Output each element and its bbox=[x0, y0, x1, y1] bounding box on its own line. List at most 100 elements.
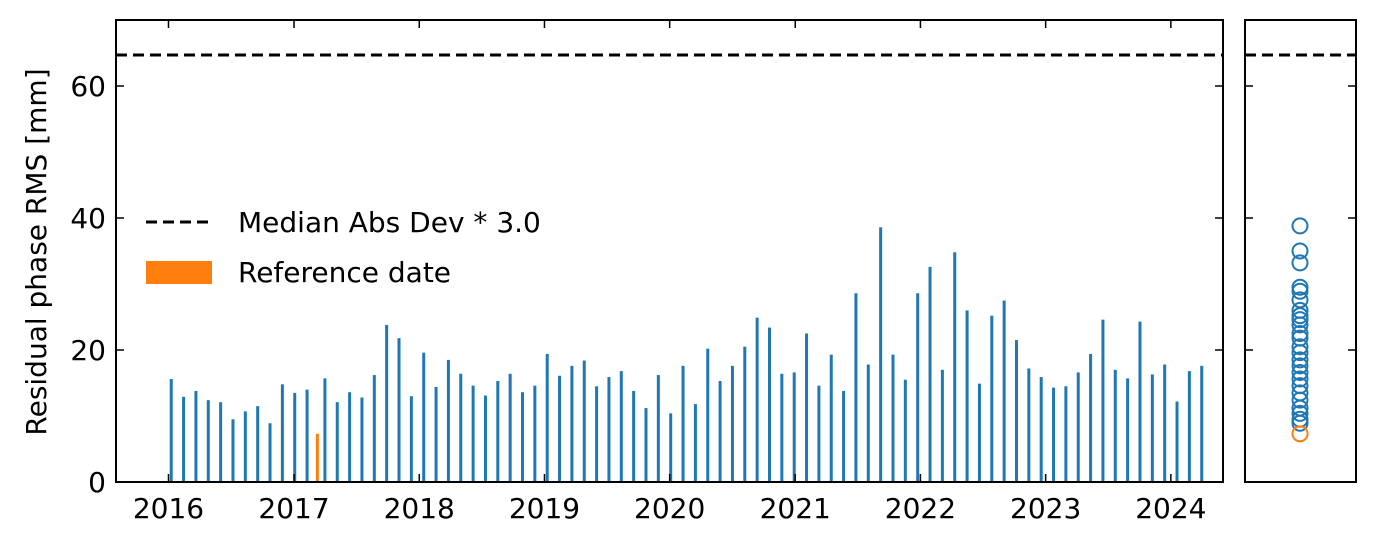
x-tick-label: 2024 bbox=[1135, 492, 1206, 525]
data-bar bbox=[323, 378, 327, 482]
data-bar bbox=[693, 404, 697, 482]
side-point bbox=[1291, 351, 1309, 369]
data-bar bbox=[533, 385, 537, 482]
data-bar bbox=[1089, 353, 1093, 482]
side-point bbox=[1291, 344, 1309, 362]
data-bar bbox=[459, 373, 463, 482]
data-bar bbox=[483, 395, 487, 482]
data-bar bbox=[1014, 340, 1018, 482]
data-bar bbox=[446, 359, 450, 482]
data-bar bbox=[268, 423, 272, 482]
x-tick-label: 2022 bbox=[885, 492, 956, 525]
data-bar bbox=[928, 266, 932, 482]
data-bar bbox=[206, 400, 210, 482]
data-bar bbox=[243, 411, 247, 482]
data-bar bbox=[508, 373, 512, 482]
side-point bbox=[1291, 242, 1309, 260]
data-bar bbox=[1113, 369, 1117, 482]
data-bar bbox=[854, 293, 858, 482]
data-bar bbox=[1064, 386, 1068, 482]
side-point bbox=[1291, 357, 1309, 375]
side-point bbox=[1291, 316, 1309, 334]
data-bar bbox=[293, 392, 297, 482]
side-point bbox=[1291, 404, 1309, 422]
data-bar bbox=[219, 402, 223, 482]
data-bar bbox=[335, 402, 339, 482]
data-bar bbox=[780, 373, 784, 482]
data-bar bbox=[965, 310, 969, 482]
data-bar bbox=[768, 327, 771, 482]
data-bar bbox=[1002, 300, 1006, 482]
data-bar bbox=[669, 413, 673, 482]
data-bar bbox=[903, 379, 907, 482]
data-bar bbox=[434, 386, 438, 482]
data-bar bbox=[496, 381, 500, 482]
data-bar bbox=[256, 406, 260, 482]
bars-group bbox=[169, 227, 1204, 482]
legend-threshold-label: Median Abs Dev * 3.0 bbox=[238, 206, 541, 239]
data-bar bbox=[866, 364, 870, 482]
data-bar bbox=[706, 348, 710, 482]
data-bar bbox=[1126, 378, 1130, 482]
side-panel bbox=[1244, 19, 1357, 483]
legend-reference-swatch bbox=[146, 261, 212, 284]
data-bar bbox=[521, 392, 525, 482]
data-bar bbox=[1200, 365, 1204, 482]
side-point bbox=[1291, 217, 1309, 235]
data-bar bbox=[1101, 319, 1105, 482]
data-bar bbox=[891, 354, 895, 482]
data-bar bbox=[231, 419, 235, 482]
side-panel-frame bbox=[1244, 19, 1357, 483]
data-bar bbox=[607, 377, 611, 482]
data-bar bbox=[471, 385, 475, 482]
data-bar bbox=[619, 371, 623, 482]
data-bar bbox=[1052, 387, 1056, 482]
legend-reference-label: Reference date bbox=[238, 256, 451, 289]
data-bar bbox=[280, 384, 284, 482]
side-point bbox=[1291, 311, 1309, 329]
y-axis-label: Residual phase RMS [mm] bbox=[20, 68, 53, 435]
data-bar bbox=[1027, 368, 1031, 482]
data-bar bbox=[805, 333, 809, 482]
data-bar bbox=[817, 385, 821, 482]
data-bar bbox=[385, 324, 389, 482]
side-reference-point bbox=[1291, 425, 1309, 443]
data-bar bbox=[558, 375, 562, 482]
data-bar bbox=[879, 227, 883, 482]
data-bar bbox=[977, 383, 981, 482]
side-point bbox=[1291, 325, 1309, 342]
data-bar bbox=[681, 365, 685, 482]
data-bar bbox=[360, 397, 364, 482]
data-bar bbox=[372, 375, 376, 482]
x-tick-label: 2016 bbox=[133, 492, 204, 525]
data-bar bbox=[842, 390, 846, 482]
x-tick-label: 2018 bbox=[384, 492, 455, 525]
y-tick-label: 20 bbox=[70, 334, 106, 367]
data-bar bbox=[1150, 374, 1154, 482]
y-tick-label: 0 bbox=[88, 466, 106, 499]
data-bar bbox=[1175, 401, 1179, 482]
side-point bbox=[1291, 391, 1309, 409]
y-tick-label: 40 bbox=[70, 202, 106, 235]
data-bar bbox=[1076, 372, 1080, 482]
data-bar bbox=[305, 389, 309, 482]
data-bar bbox=[1039, 377, 1043, 482]
data-bar bbox=[1187, 371, 1191, 482]
data-bar bbox=[194, 390, 198, 482]
side-point bbox=[1291, 370, 1309, 388]
data-bar bbox=[570, 365, 574, 482]
data-bar bbox=[1163, 364, 1167, 482]
data-bar bbox=[169, 379, 173, 482]
y-tick-label: 60 bbox=[70, 70, 106, 103]
data-bar bbox=[595, 386, 599, 482]
data-bar bbox=[582, 360, 586, 482]
side-point bbox=[1291, 363, 1309, 381]
data-bar bbox=[940, 369, 944, 482]
data-bar bbox=[916, 293, 920, 482]
x-tick-label: 2017 bbox=[258, 492, 329, 525]
data-bar bbox=[755, 317, 759, 482]
side-point bbox=[1291, 254, 1309, 272]
data-bar bbox=[718, 381, 722, 482]
data-bar bbox=[730, 365, 734, 482]
